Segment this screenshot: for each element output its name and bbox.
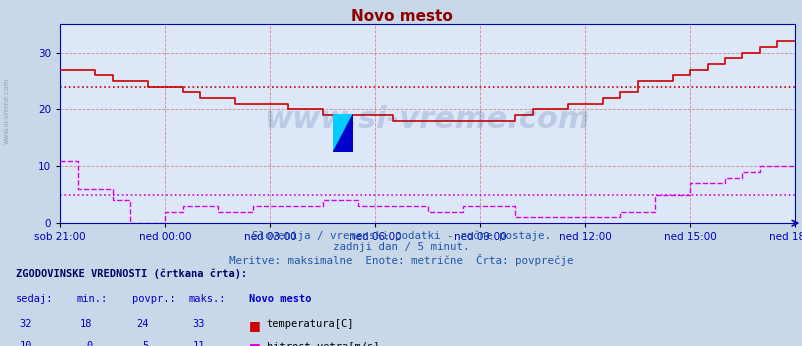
Text: 0: 0 <box>86 341 92 346</box>
Text: Novo mesto: Novo mesto <box>249 294 311 304</box>
Text: Slovenija / vremenski podatki - ročne postaje.: Slovenija / vremenski podatki - ročne po… <box>252 230 550 240</box>
Text: Novo mesto: Novo mesto <box>350 9 452 24</box>
Text: min.:: min.: <box>76 294 107 304</box>
Text: 11: 11 <box>192 341 205 346</box>
Text: ZGODOVINSKE VREDNOSTI (črtkana črta):: ZGODOVINSKE VREDNOSTI (črtkana črta): <box>16 268 247 279</box>
Text: temperatura[C]: temperatura[C] <box>266 319 354 329</box>
Text: www.si-vreme.com: www.si-vreme.com <box>3 78 10 144</box>
Text: hitrost vetra[m/s]: hitrost vetra[m/s] <box>266 341 379 346</box>
Text: povpr.:: povpr.: <box>132 294 176 304</box>
Text: sedaj:: sedaj: <box>16 294 54 304</box>
Text: ■: ■ <box>249 341 261 346</box>
Polygon shape <box>333 114 353 152</box>
Text: www.si-vreme.com: www.si-vreme.com <box>265 105 589 134</box>
Text: ■: ■ <box>249 319 261 333</box>
Text: 32: 32 <box>19 319 32 329</box>
Polygon shape <box>333 114 353 152</box>
Text: 24: 24 <box>136 319 148 329</box>
Text: maks.:: maks.: <box>188 294 226 304</box>
Text: 18: 18 <box>79 319 92 329</box>
Text: 5: 5 <box>142 341 148 346</box>
Text: 10: 10 <box>19 341 32 346</box>
Text: Meritve: maksimalne  Enote: metrične  Črta: povprečje: Meritve: maksimalne Enote: metrične Črta… <box>229 254 573 266</box>
Text: 33: 33 <box>192 319 205 329</box>
Text: zadnji dan / 5 minut.: zadnji dan / 5 minut. <box>333 242 469 252</box>
